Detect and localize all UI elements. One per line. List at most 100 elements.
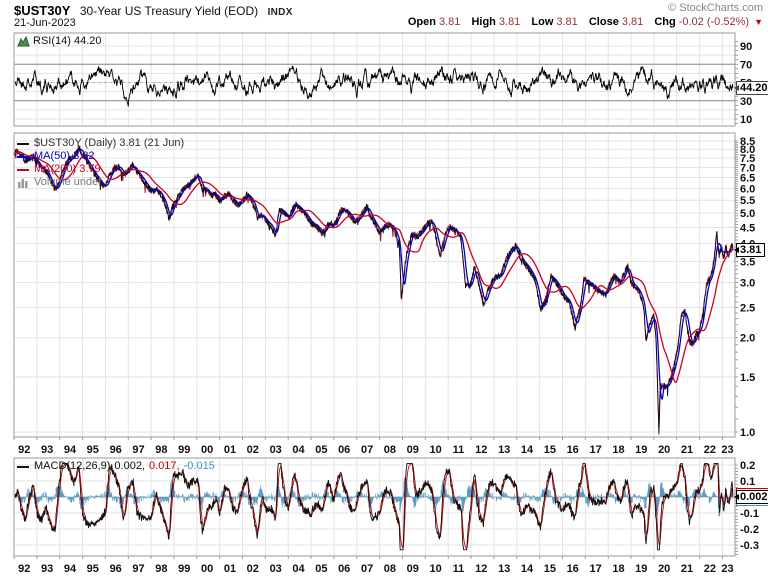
tick-label: 19 xyxy=(635,563,647,575)
macd-line-swatch-icon xyxy=(17,465,29,468)
tick-label: 96 xyxy=(110,444,122,456)
tick-label: 01 xyxy=(224,563,236,575)
axis-tick-labels: 90705030108.58.07.57.06.56.05.55.04.54.0… xyxy=(18,41,759,575)
open-value: 3.81 xyxy=(438,16,461,28)
tick-label: 13 xyxy=(498,444,510,456)
chg-down-triangle-icon: ▼ xyxy=(754,17,763,27)
tick-label: 3.5 xyxy=(740,257,755,269)
tick-label: 17 xyxy=(589,444,601,456)
tick-label: 5.5 xyxy=(740,195,755,207)
tick-label: 94 xyxy=(64,444,77,456)
tick-label: 00 xyxy=(201,444,213,456)
tick-label: 12 xyxy=(475,444,487,456)
tick-label: 98 xyxy=(155,563,167,575)
chg-label: Chg xyxy=(654,16,676,28)
tick-label: 0.2 xyxy=(740,460,755,472)
tick-label: 14 xyxy=(521,444,534,456)
tick-label: 03 xyxy=(270,444,282,456)
tick-label: 2.5 xyxy=(740,302,755,314)
macd-legend-value: 0.002, xyxy=(114,460,146,472)
tick-label: 5.0 xyxy=(740,208,755,220)
ma200-legend-label: MA(200) 3.79 xyxy=(34,163,101,175)
tick-label: 11 xyxy=(453,444,465,456)
tick-label: 00 xyxy=(201,563,213,575)
tick-label: 98 xyxy=(155,444,167,456)
tick-label: 07 xyxy=(361,444,373,456)
ma50-line-swatch-icon xyxy=(17,155,29,158)
rsi-legend-label: RSI(14) 44.20 xyxy=(33,35,102,47)
tick-label: 30 xyxy=(740,96,752,108)
tick-label: 97 xyxy=(132,563,144,575)
tick-label: 19 xyxy=(635,444,647,456)
tick-label: 04 xyxy=(292,563,305,575)
tick-label: 8.5 xyxy=(740,136,755,148)
rsi-series xyxy=(14,65,734,107)
tick-label: 07 xyxy=(361,563,373,575)
symbol: $UST30Y xyxy=(14,3,71,18)
tick-label: 02 xyxy=(247,444,259,456)
tick-label: 06 xyxy=(338,444,350,456)
tick-label: -0.3 xyxy=(740,540,759,552)
tick-label: 1.5 xyxy=(740,372,755,384)
copyright: © StockCharts.com xyxy=(668,2,763,14)
tick-label: 99 xyxy=(178,563,190,575)
tick-label: 15 xyxy=(544,563,556,575)
panel-borders xyxy=(13,32,738,557)
tick-label: 01 xyxy=(224,444,236,456)
macd-legend-name: MACD(12,26,9) xyxy=(34,460,111,472)
tick-label: 11 xyxy=(453,563,465,575)
tick-label: 20 xyxy=(658,563,670,575)
tick-label: 16 xyxy=(567,444,579,456)
quote-line: Open 3.81 High 3.81 Low 3.81 Close 3.81 Chg -… xyxy=(408,16,763,28)
tick-label: 93 xyxy=(41,444,53,456)
legend-volume-row: Volume undef xyxy=(17,176,184,189)
low-value: 3.81 xyxy=(556,16,578,28)
open-label: Open xyxy=(407,16,436,28)
volume-bars-icon xyxy=(18,178,28,188)
tick-label: 08 xyxy=(384,444,396,456)
symbol-description: 30-Year US Treasury Yield (EOD) xyxy=(79,4,259,18)
price-legend-label: $UST30Y (Daily) 3.81 (21 Jun) xyxy=(34,137,185,149)
tick-label: -0.1 xyxy=(740,508,759,520)
tick-label: 90 xyxy=(740,41,752,53)
tick-label: 95 xyxy=(87,563,99,575)
low-label: Low xyxy=(531,16,554,28)
tick-label: 14 xyxy=(521,563,534,575)
tick-label: 70 xyxy=(740,59,752,71)
tick-label: 15 xyxy=(544,444,556,456)
tick-label: 8.0 xyxy=(740,144,755,156)
tick-label: 2.0 xyxy=(740,333,755,345)
tick-label: 0.1 xyxy=(740,476,755,488)
chg-value: -0.02 (-0.52%) xyxy=(678,16,750,28)
ma200-line-swatch-icon xyxy=(17,168,29,171)
ma50-legend-label: MA(50) 3.82 xyxy=(34,150,95,162)
rsi-last-value-box: 44.20 xyxy=(734,81,768,95)
tick-label: 18 xyxy=(612,563,624,575)
volume-legend-label: Volume undef xyxy=(34,176,102,188)
tick-label: 22 xyxy=(704,444,716,456)
tick-label: 7.5 xyxy=(740,153,755,165)
high-label: High xyxy=(471,16,496,28)
tick-label: 18 xyxy=(612,444,624,456)
tick-label: 92 xyxy=(18,444,30,456)
price-line-swatch-icon xyxy=(17,142,29,145)
tick-label: 4.5 xyxy=(740,223,755,235)
macd-legend: MACD(12,26,9) 0.002, 0.017, -0.015 xyxy=(17,460,215,473)
tick-label: 97 xyxy=(132,444,144,456)
macd-series xyxy=(14,462,734,551)
tick-label: 23 xyxy=(721,444,733,456)
tick-label: 03 xyxy=(270,563,282,575)
price-series xyxy=(14,145,734,435)
legend-ma200-row: MA(200) 3.79 xyxy=(17,163,184,176)
tick-label: 7.0 xyxy=(740,162,755,174)
tick-label: 21 xyxy=(681,563,693,575)
tick-label: 3.0 xyxy=(740,278,755,290)
high-value: 3.81 xyxy=(498,16,521,28)
rsi-area-icon xyxy=(17,36,30,47)
tick-label: 96 xyxy=(110,563,122,575)
tick-label: 6.0 xyxy=(740,183,755,195)
tick-label: -0.2 xyxy=(740,524,759,536)
price-last-value-box: 3.81 xyxy=(733,243,766,257)
tick-label: 10 xyxy=(429,563,441,575)
